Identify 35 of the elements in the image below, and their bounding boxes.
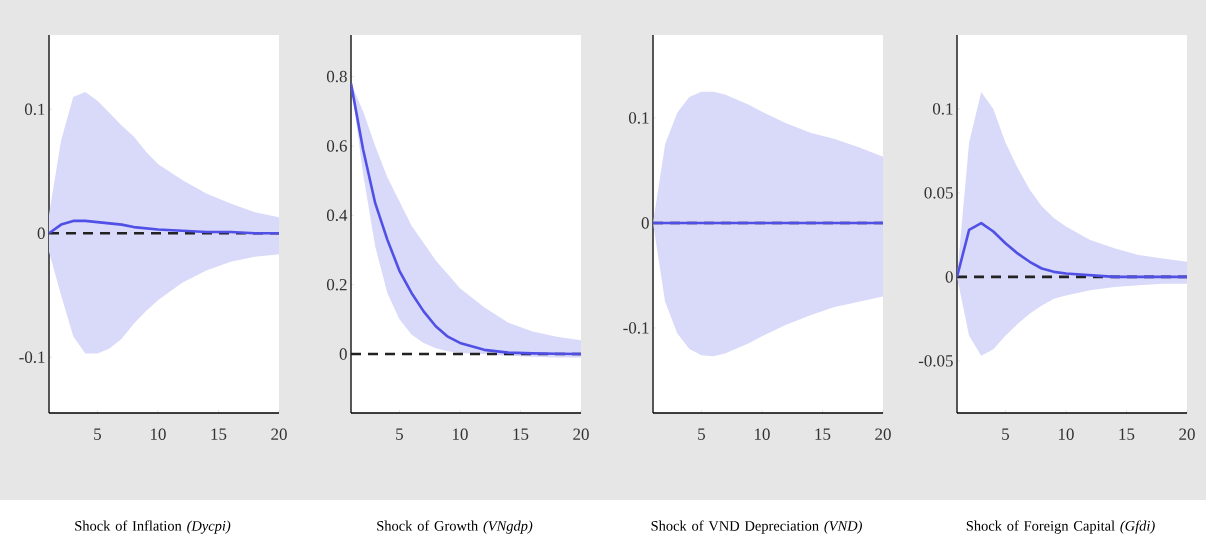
y-tick-label: 0.1: [24, 103, 45, 116]
x-tick-label: 10: [452, 428, 468, 440]
x-tick-label: 20: [875, 428, 891, 440]
y-tick-label: 0.05: [924, 187, 953, 199]
x-tick-label: 20: [573, 428, 589, 440]
y-tick-label: 0.6: [326, 140, 347, 152]
x-tick-label: 5: [396, 428, 404, 440]
y-tick-label: 0: [37, 227, 45, 239]
y-tick-label: 0.1: [628, 112, 649, 124]
x-axis-title: Shock of Foreign Capital (Gfdi): [966, 520, 1155, 534]
x-axis-title: Shock of Growth (VNgdp): [377, 520, 533, 534]
x-tick-label: 5: [1002, 428, 1010, 440]
x-axis-title: Shock of Inflation (Dycpi): [75, 520, 231, 534]
y-tick-label: 0: [641, 217, 649, 229]
x-tick-label: 20: [271, 428, 287, 440]
x-tick-label: 10: [754, 428, 770, 440]
x-axis-title: Shock of VND Depreciation (VND): [651, 520, 862, 534]
y-tick-label: 0: [339, 348, 347, 360]
x-tick-label: 5: [94, 428, 102, 440]
y-tick-label: 0.4: [326, 209, 348, 222]
x-tick-label: 15: [1119, 428, 1135, 440]
y-tick-label: -0.1: [19, 351, 45, 363]
y-tick-label: 0: [945, 271, 953, 283]
x-tick-label: 10: [1058, 428, 1074, 440]
y-tick-label: 0.2: [326, 278, 347, 291]
x-tick-label: 15: [211, 428, 227, 440]
x-tick-label: 5: [698, 428, 706, 440]
y-tick-label: -0.05: [918, 355, 953, 367]
y-tick-label: -0.1: [623, 322, 649, 334]
y-tick-label: 0.8: [326, 70, 347, 83]
x-tick-label: 15: [513, 428, 529, 440]
x-tick-label: 10: [150, 428, 166, 440]
x-tick-label: 15: [815, 428, 831, 440]
x-tick-label: 20: [1179, 428, 1195, 440]
y-tick-label: 0.1: [932, 103, 953, 115]
